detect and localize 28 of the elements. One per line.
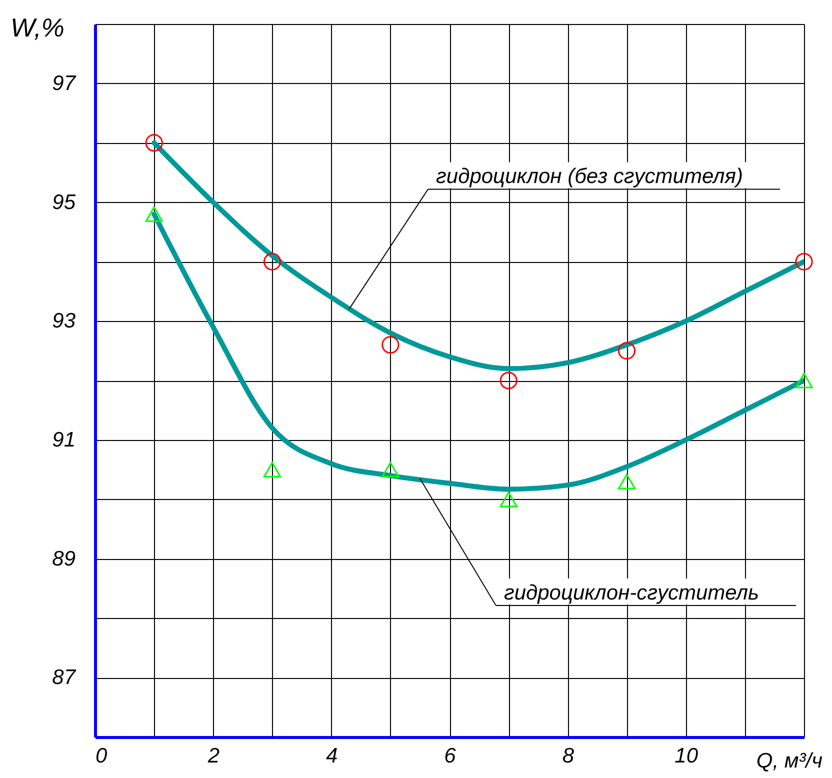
annotation: гидроциклон (без сгустителя) (436, 165, 743, 188)
y-tick-label: 91 (52, 428, 76, 452)
point (795, 372, 813, 388)
point (382, 336, 400, 354)
point (618, 474, 636, 490)
x-tick-label: 4 (326, 744, 338, 768)
point (382, 462, 400, 478)
y-tick-label: 93 (52, 310, 76, 333)
point (263, 252, 282, 270)
x-tick-label: 2 (206, 744, 220, 768)
y-axis-title: W,% (10, 12, 64, 42)
x-tick-label: 6 (444, 744, 456, 768)
x-tick-label: 10 (674, 744, 698, 768)
y-tick-label: 87 (52, 666, 77, 690)
point (145, 134, 163, 152)
x-tick-label: 0 (96, 744, 108, 768)
point (263, 462, 282, 478)
point (145, 206, 163, 222)
point (795, 252, 813, 270)
x-axis-title: Q, м³/ч (756, 750, 823, 772)
annotation: гидроциклон-сгуститель (504, 582, 760, 605)
y-tick-label: 89 (52, 547, 76, 570)
y-tick-label: 97 (52, 72, 77, 95)
point (500, 372, 518, 390)
point (500, 492, 518, 508)
y-tick-label: 95 (52, 190, 76, 214)
x-tick-label: 8 (562, 744, 574, 768)
point (618, 342, 636, 360)
